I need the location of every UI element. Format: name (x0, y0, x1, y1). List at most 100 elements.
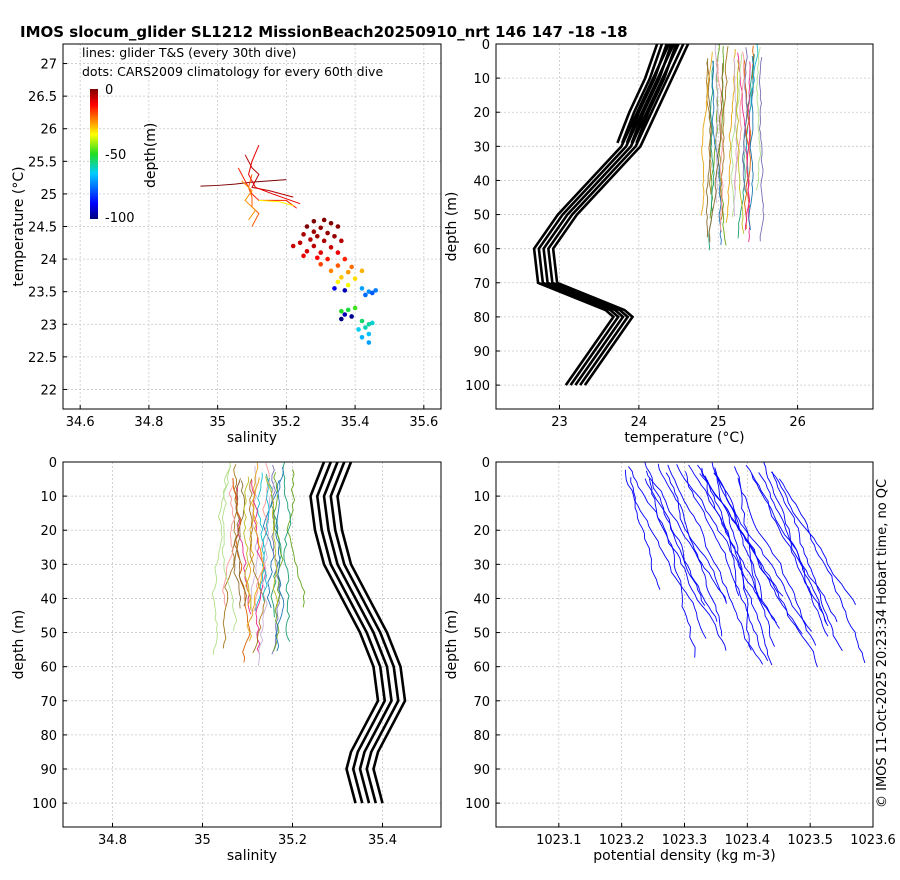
dens-xtick-label: 1023.4 (725, 833, 771, 848)
ts-climatology-dot (321, 217, 327, 223)
temp-glider-profile (700, 51, 713, 216)
sal-glider-profile (273, 472, 284, 652)
ts-climatology-dot (345, 269, 351, 275)
ts-xtick-label: 35.2 (272, 415, 301, 430)
ts-climatology-dot (339, 275, 344, 280)
copyright-note: © IMOS 11-Oct-2025 20:23:34 Hobart time,… (875, 479, 890, 808)
temp-glider-profile (715, 58, 724, 233)
ts-climatology-dot (290, 243, 296, 249)
dens-glider-profile (745, 464, 827, 624)
dens-ytick-label: 60 (473, 661, 490, 676)
sal-climatology-profiles (309, 461, 407, 804)
colorbar-tick-100: -100 (105, 211, 135, 226)
ts-ytick-label: 25.5 (28, 155, 57, 170)
dens-xtick-label: 1023.2 (599, 833, 645, 848)
temp-glider-profile (706, 61, 712, 195)
ts-climatology-dot (345, 307, 351, 313)
temp-ytick-label: 60 (473, 243, 490, 258)
ts-xtick-label: 35 (209, 415, 226, 430)
ts-climatology-dot (369, 290, 375, 296)
ts-climatology-dot (328, 245, 334, 250)
ts-climatology-dot (369, 320, 375, 326)
temp-xtick-label: 23 (551, 415, 568, 430)
temp-y-axis-label: depth (m) (444, 192, 460, 262)
sal-xtick-label: 35 (194, 833, 211, 848)
temp-grid (496, 43, 873, 409)
dens-glider-profile (628, 466, 727, 651)
temp-glider-profile (737, 52, 751, 243)
ts-climatology-dot (363, 325, 368, 330)
temp-glider-profiles (700, 44, 765, 251)
ts-climatology-dot (339, 238, 344, 244)
sal-glider-profile (235, 480, 252, 615)
dens-xtick-label: 1023.5 (787, 833, 833, 848)
ts-climatology-dot (311, 218, 317, 224)
temp-climatology-shallow-profile (620, 43, 664, 144)
temp-ytick-label: 100 (465, 379, 490, 394)
dens-ytick-label: 30 (473, 558, 490, 573)
temperature-depth-panel: 23 24 25 26 0 10 20 30 40 50 60 70 80 90 100 temperatu… (444, 38, 874, 446)
ts-xtick-label: 35.6 (409, 415, 438, 430)
sal-glider-profile (246, 477, 264, 642)
ts-climatology-dot (335, 224, 341, 229)
figure-title: IMOS slocum_glider SL1212 MissionBeach20… (20, 23, 628, 41)
sal-tick-labels: 34.8 35 35.2 35.4 0 10 20 30 40 50 60 70 80 90 100 (32, 456, 397, 848)
dens-glider-profile (763, 462, 829, 637)
dens-glider-profile (688, 464, 780, 629)
dens-ytick-label: 90 (473, 763, 490, 778)
dens-glider-profile (657, 463, 727, 603)
ts-climatology-dot (342, 256, 348, 262)
ts-legend-lines: lines: glider T&S (every 30th dive) (82, 45, 296, 60)
temp-climatology-shallow-profile (635, 43, 678, 144)
temp-tick-labels: 23 24 25 26 0 10 20 30 40 50 60 70 80 90 100 (465, 38, 806, 430)
dens-xtick-label: 1023.1 (536, 833, 582, 848)
ts-climatology-dot (349, 264, 354, 270)
temp-glider-profile (718, 45, 727, 246)
dens-ytick-label: 80 (473, 729, 490, 744)
temp-glider-profile (734, 51, 745, 190)
ts-diagram-panel: 34.6 34.8 35 35.2 35.4 35.6 22 22.5 23 23.5 24 24.5… (11, 43, 442, 446)
sal-y-axis-label: depth (m) (11, 610, 27, 680)
temp-glider-profile (744, 61, 751, 231)
dens-ytick-label: 70 (473, 695, 490, 710)
dens-glider-profile (771, 471, 843, 652)
ts-climatology-dot (297, 240, 303, 246)
ts-ytick-label: 26 (40, 123, 57, 138)
ts-climatology-dot (359, 335, 365, 340)
sal-glider-profile (257, 481, 275, 666)
dens-glider-profile (770, 471, 857, 606)
dens-glider-profile (737, 477, 775, 647)
ts-xtick-label: 35.4 (341, 415, 370, 430)
temp-ytick-label: 50 (473, 209, 490, 224)
dens-glider-profile (714, 467, 818, 668)
depth-colorbar: 0 -50 -100 depth(m) (90, 83, 159, 226)
dens-glider-profile (685, 471, 769, 661)
temp-plot-frame (495, 43, 874, 410)
ts-ytick-label: 22 (40, 383, 57, 398)
temp-ytick-label: 90 (473, 345, 490, 360)
ts-xtick-label: 34.6 (66, 415, 95, 430)
ts-climatology-dot (342, 288, 348, 293)
colorbar-gradient (90, 89, 98, 219)
salinity-depth-panel: 34.8 35 35.2 35.4 0 10 20 30 40 50 60 70 80 90 100 sal… (11, 456, 442, 864)
sal-plot-frame (62, 461, 442, 828)
temp-xtick-label: 25 (710, 415, 727, 430)
ts-ytick-label: 26.5 (28, 90, 57, 105)
ts-climatology-dot (325, 230, 330, 236)
dens-glider-profile (644, 478, 718, 622)
temp-climatology-shallow-profile (625, 43, 668, 144)
ts-climatology-dot (349, 314, 354, 319)
temp-climatology-profile (551, 43, 690, 386)
sal-glider-profile (250, 465, 259, 620)
ts-climatology-dot (366, 331, 372, 337)
dens-glider-profile (624, 469, 707, 639)
sal-climatology-profile (315, 461, 387, 804)
temp-glider-profile (705, 58, 712, 238)
sal-ytick-label: 10 (40, 490, 57, 505)
ts-climatology-dot (325, 256, 330, 262)
sal-glider-profile (222, 478, 236, 607)
dens-glider-profile (645, 470, 727, 604)
sal-ytick-label: 100 (32, 797, 57, 812)
temp-glider-profile (759, 57, 765, 242)
ts-climatology-dot (339, 308, 344, 314)
